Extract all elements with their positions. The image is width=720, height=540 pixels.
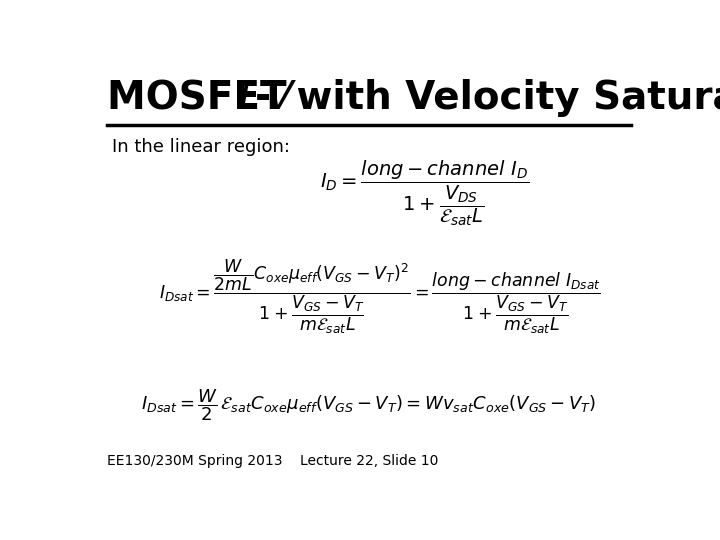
Text: EE130/230M Spring 2013: EE130/230M Spring 2013: [107, 454, 282, 468]
Text: $I_{Dsat} = \dfrac{W}{2}\,\mathcal{E}_{sat}C_{oxe}\mu_{eff}(V_{GS}-V_T)= Wv_{sat: $I_{Dsat} = \dfrac{W}{2}\,\mathcal{E}_{s…: [141, 387, 597, 423]
Text: $I_D = \dfrac{\mathit{long-channel}\ I_D}{1+\dfrac{V_{DS}}{\mathcal{E}_{sat}L}}$: $I_D = \dfrac{\mathit{long-channel}\ I_D…: [320, 158, 529, 228]
Text: MOSFET: MOSFET: [107, 79, 300, 117]
Text: with Velocity Saturation: with Velocity Saturation: [282, 79, 720, 117]
Text: In the linear region:: In the linear region:: [112, 138, 290, 156]
Text: Lecture 22, Slide 10: Lecture 22, Slide 10: [300, 454, 438, 468]
Text: $\it{V}$: $\it{V}$: [266, 79, 297, 117]
Text: $\it{I}$: $\it{I}$: [238, 79, 251, 117]
Text: $I_{Dsat} = \dfrac{\dfrac{W}{2mL}C_{oxe}\mu_{eff}(V_{GS}-V_T)^2}{1+\dfrac{V_{GS}: $I_{Dsat} = \dfrac{\dfrac{W}{2mL}C_{oxe}…: [159, 258, 601, 336]
Text: -: -: [255, 79, 271, 117]
